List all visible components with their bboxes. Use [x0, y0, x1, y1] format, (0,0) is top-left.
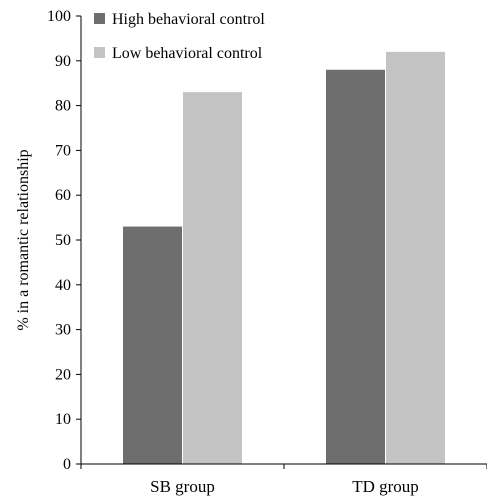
category-label: TD group [352, 477, 419, 496]
y-tick-label: 40 [55, 277, 71, 294]
legend: High behavioral control Low behavioral co… [94, 11, 265, 62]
y-tick-label: 90 [55, 53, 71, 70]
legend-swatch [94, 13, 105, 24]
y-tick-label: 50 [55, 232, 71, 249]
y-tick-label: 30 [55, 322, 71, 339]
axes [76, 15, 487, 469]
y-tick-labels: 0 10 20 30 40 50 60 70 80 90 100 [47, 8, 71, 473]
x-ticks [80, 464, 487, 469]
y-tick-label: 0 [63, 456, 71, 473]
y-tick-label: 10 [55, 411, 71, 428]
bars [123, 51, 445, 465]
category-label: SB group [150, 477, 215, 496]
legend-label: Low behavioral control [112, 45, 263, 62]
bar [183, 92, 242, 464]
y-tick-label: 70 [55, 142, 71, 159]
y-tick-label: 60 [55, 187, 71, 204]
y-ticks [76, 15, 81, 465]
y-axis-label: % in a romantic relationship [15, 149, 32, 330]
y-tick-label: 100 [47, 8, 71, 25]
bar [123, 226, 182, 464]
y-tick-label: 80 [55, 98, 71, 115]
legend-label: High behavioral control [112, 11, 265, 28]
bar [386, 51, 445, 465]
y-tick-label: 20 [55, 366, 71, 383]
legend-swatch [94, 47, 105, 58]
category-labels: SB group TD group [150, 477, 419, 496]
bar [326, 69, 385, 464]
